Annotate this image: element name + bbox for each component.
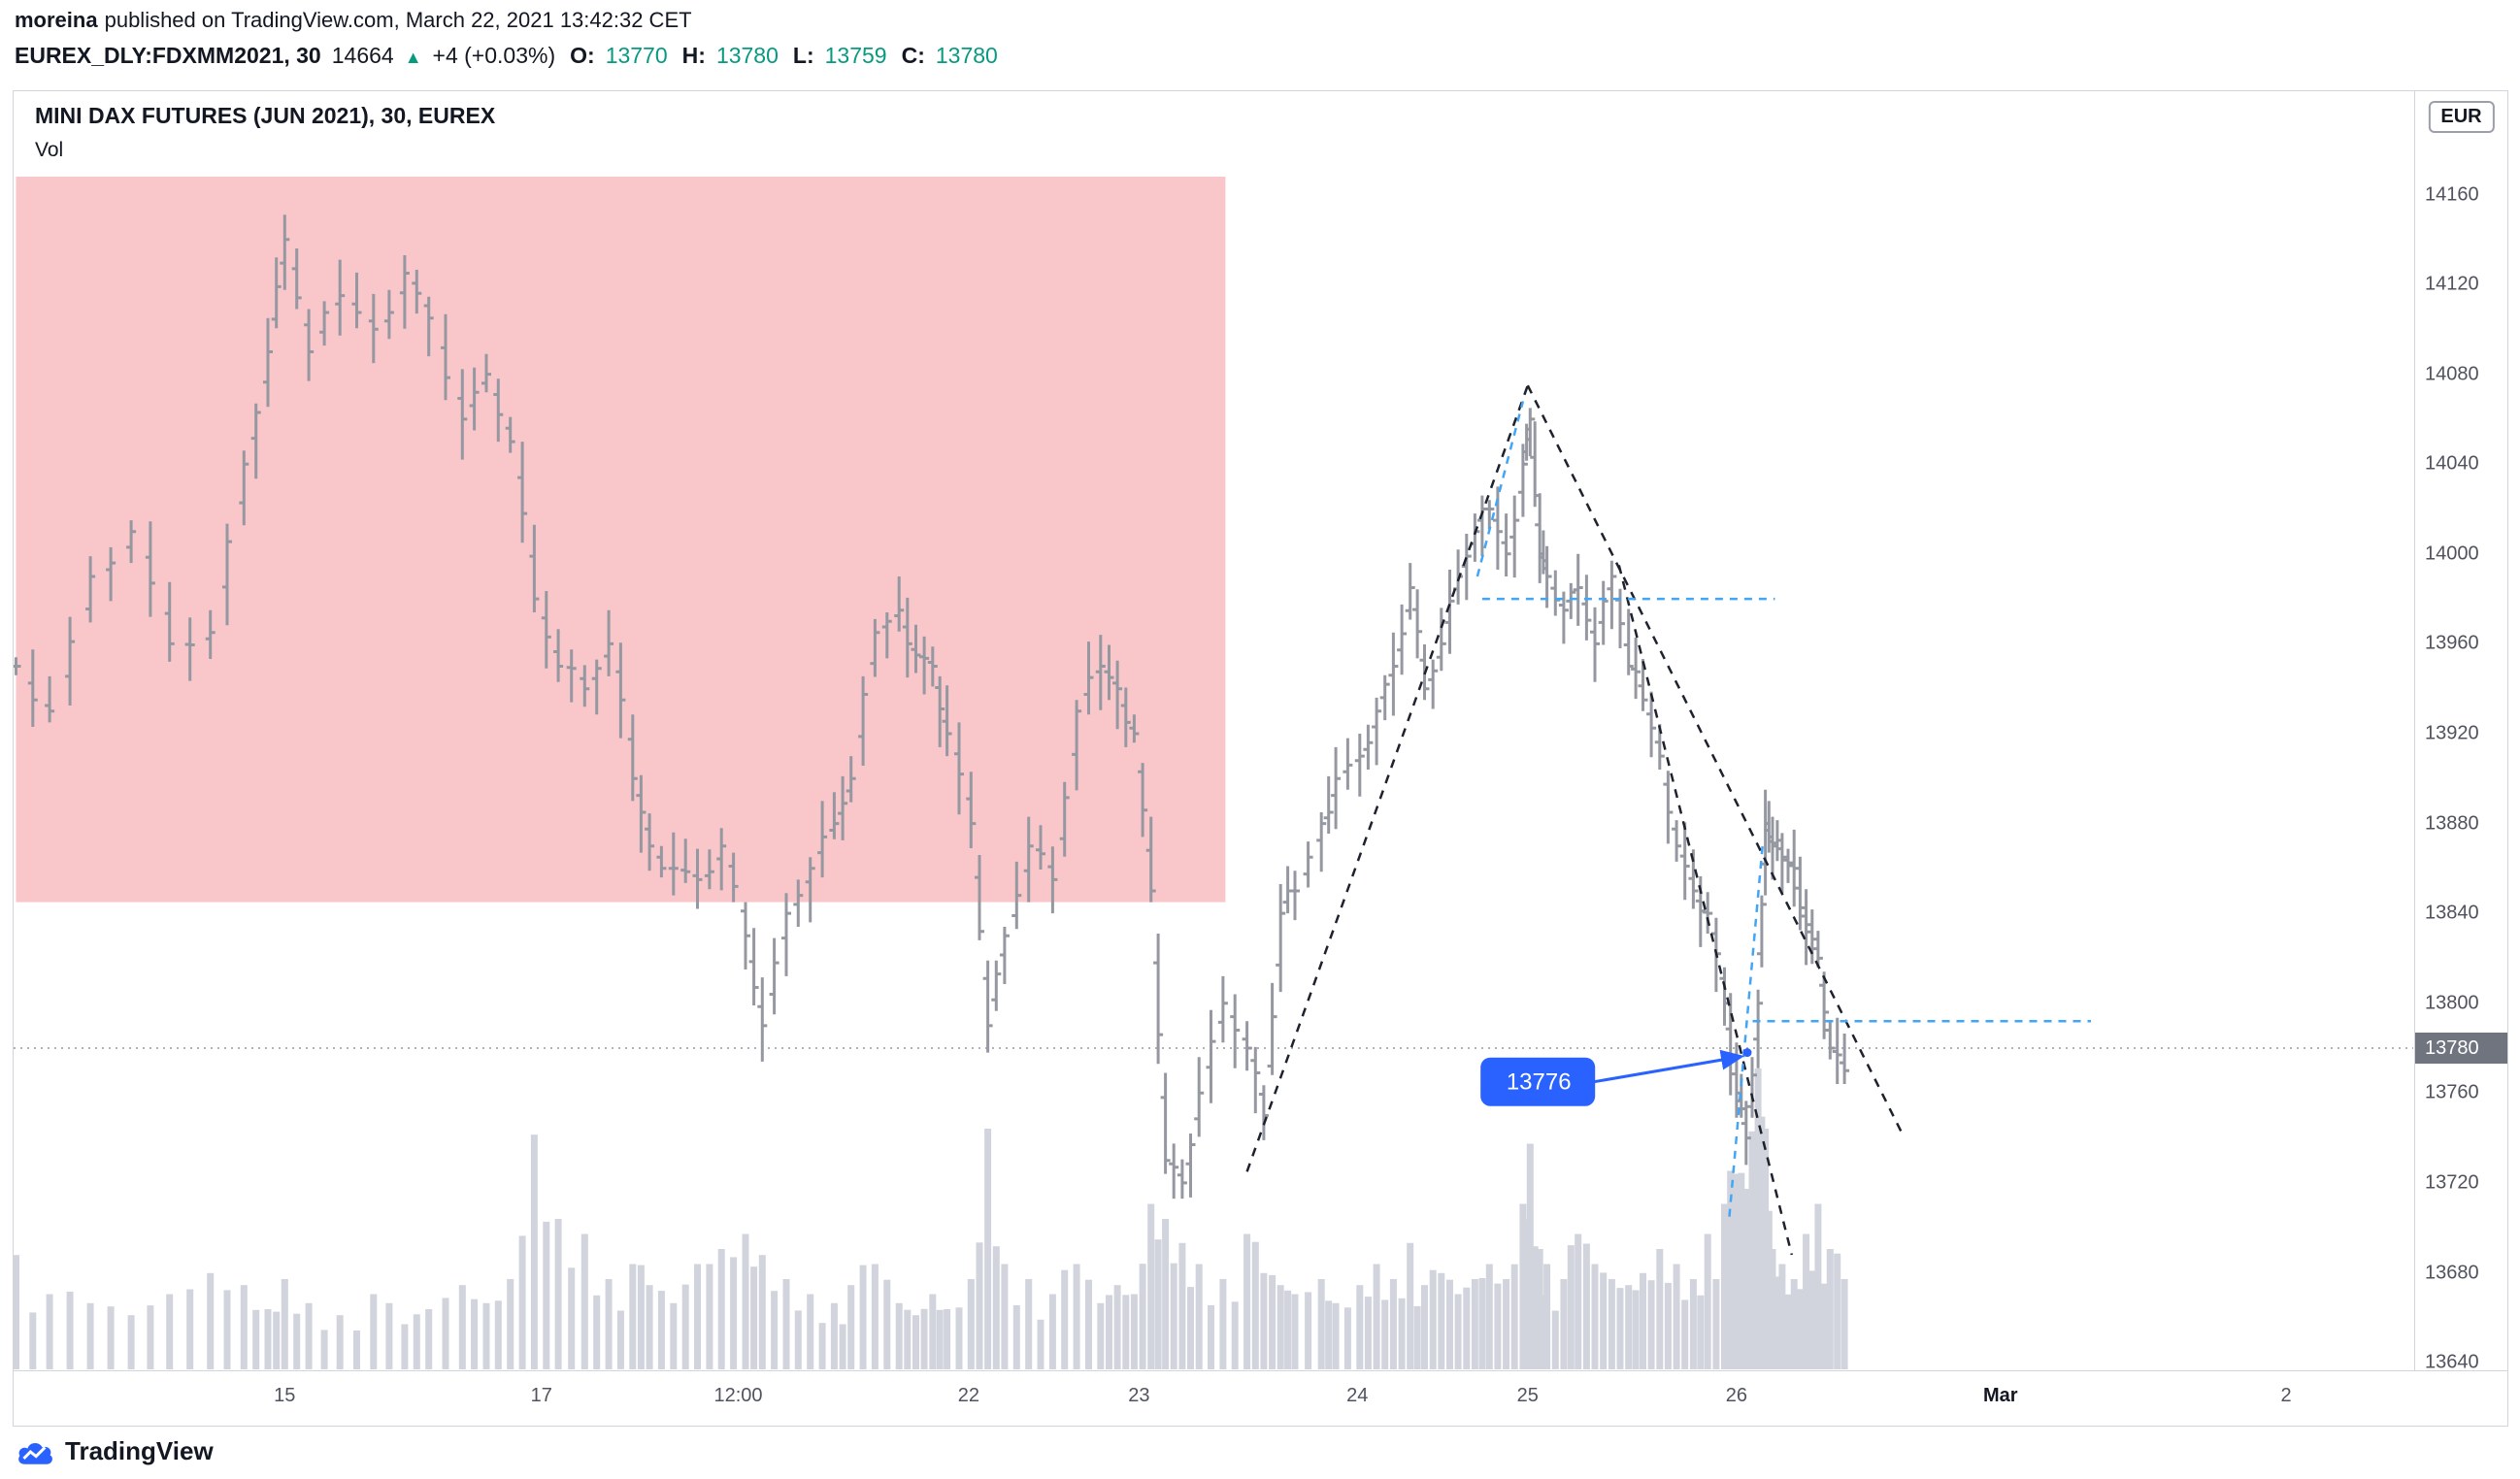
price-change: +4 (+0.03%) (432, 43, 556, 68)
open-value: 13770 (605, 43, 668, 68)
tradingview-brand[interactable]: TradingView (15, 1436, 214, 1466)
price-tick-label: 14160 (2425, 183, 2479, 205)
volume-indicator-label: Vol (35, 139, 64, 161)
close-label: C: (901, 43, 925, 68)
price-tick-label: 13840 (2425, 902, 2479, 924)
up-triangle-icon: ▲ (404, 48, 422, 67)
price-tick-label: 13800 (2425, 992, 2479, 1014)
last-price-value: 14664 (331, 43, 394, 68)
price-tick-label: 13880 (2425, 812, 2479, 835)
price-tick-label: 14080 (2425, 363, 2479, 385)
price-tick-label: 14120 (2425, 273, 2479, 295)
low-label: L: (792, 43, 814, 68)
svg-text:13776: 13776 (1507, 1069, 1572, 1096)
close-value: 13780 (935, 43, 998, 68)
price-axis[interactable]: EUR 14160 14120 14080 14040 14000 13960 13920 1… (2414, 91, 2507, 1373)
price-tick-label: 13680 (2425, 1262, 2479, 1283)
time-tick-label: 26 (1725, 1385, 1748, 1406)
price-tick-label: 13760 (2425, 1081, 2479, 1103)
price-tick-label: 13640 (2425, 1351, 2479, 1373)
time-tick-label: Mar (1983, 1385, 2018, 1406)
blue-dashed-lines[interactable] (1476, 401, 2091, 1217)
publisher-name: moreina (15, 8, 98, 32)
currency-button[interactable]: EUR (2428, 101, 2495, 133)
symbol-name: EUREX_DLY:FDXMM2021, 30 (15, 43, 321, 68)
high-value: 13780 (715, 43, 779, 68)
chart-area[interactable]: 13776 MINI DAX FUTURES (JUN 2021), 30, E… (13, 90, 2508, 1427)
time-tick-label: 12:00 (713, 1385, 763, 1406)
price-tick-label: 13960 (2425, 632, 2479, 654)
black-dashed-trendlines[interactable] (1245, 384, 1904, 1256)
tradingview-logo-icon (18, 1442, 52, 1464)
price-tick-label: 13720 (2425, 1171, 2479, 1194)
chart-legend: MINI DAX FUTURES (JUN 2021), 30, EUREX V… (35, 103, 495, 162)
price-tick-label: 14040 (2425, 452, 2479, 475)
price-tick-label: 14000 (2425, 542, 2479, 565)
time-tick-label: 15 (274, 1385, 296, 1406)
tradingview-wordmark: TradingView (65, 1436, 214, 1465)
publish-info: moreina published on TradingView.com, Ma… (15, 8, 692, 33)
price-tick-label: 13920 (2425, 722, 2479, 744)
time-tick-label: 24 (1346, 1385, 1369, 1406)
high-label: H: (681, 43, 706, 68)
time-tick-label: 2 (2280, 1385, 2292, 1406)
publish-details: published on TradingView.com, March 22, … (104, 8, 692, 32)
time-tick-label: 17 (530, 1385, 552, 1406)
open-label: O: (570, 43, 595, 68)
volume-series (14, 1068, 1848, 1369)
time-tick-label: 22 (957, 1385, 980, 1406)
last-price-badge: 13780 (2415, 1033, 2507, 1064)
price-callout[interactable]: 13776 (1480, 1048, 1752, 1106)
symbol-info-bar: EUREX_DLY:FDXMM2021, 30 14664 ▲ +4 (+0.0… (15, 43, 998, 69)
pink-highlight-region[interactable] (16, 177, 1226, 903)
time-tick-label: 23 (1128, 1385, 1150, 1406)
low-value: 13759 (824, 43, 887, 68)
time-axis[interactable]: 15 17 12:00 22 23 24 25 26 Mar 2 (14, 1370, 2507, 1426)
chart-title: MINI DAX FUTURES (JUN 2021), 30, EUREX (35, 103, 496, 128)
time-tick-label: 25 (1516, 1385, 1539, 1406)
price-chart-canvas[interactable]: 13776 (14, 91, 2413, 1369)
